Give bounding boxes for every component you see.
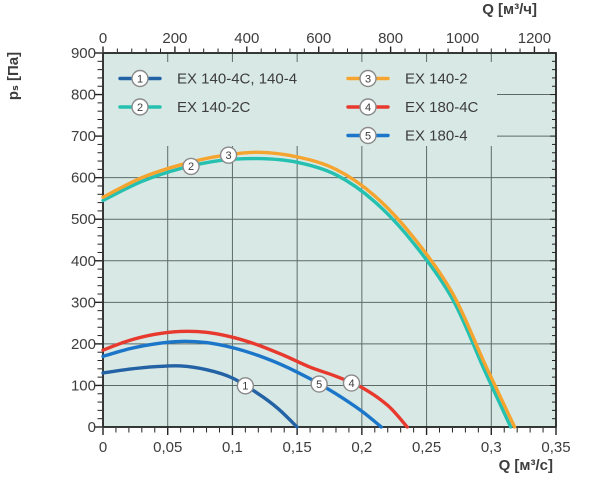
legend-item-3: 3 EX 140-2 [346, 69, 468, 88]
left-tick-label: 900 [71, 45, 96, 62]
svg-text:3: 3 [225, 150, 231, 162]
legend-label-4: EX 180-4C [405, 99, 479, 116]
legend: 1 EX 140-4C, 140-4 2 EX 140-2C 3 EX 140-2 4 EX … [118, 69, 479, 145]
curve-ex-140-4c-140-4 [101, 364, 299, 429]
left-axis-title: pₛ [Па] [5, 51, 22, 101]
top-tick-label: 1200 [518, 30, 551, 47]
top-tick-label: 400 [234, 30, 259, 47]
top-tick-label: 600 [306, 30, 331, 47]
curve-marker-3: 3 [219, 146, 238, 164]
bottom-tick-label: 0 [99, 439, 107, 456]
left-tick-label: 700 [71, 128, 96, 145]
top-tick-label: 200 [162, 30, 187, 47]
left-tick-label: 300 [71, 294, 96, 311]
legend-badge-5 [359, 126, 377, 145]
curve-marker-2: 2 [182, 157, 200, 176]
left-tick-label: 200 [71, 336, 96, 353]
plot-border [102, 52, 557, 428]
legend-label-3: EX 140-2 [405, 71, 468, 88]
curve-ex-140-2 [101, 150, 517, 429]
legend-badge-1 [131, 69, 149, 88]
bottom-axis-ticks [102, 428, 557, 435]
legend-item-4: 4 EX 180-4C [346, 98, 479, 116]
svg-text:1: 1 [242, 381, 248, 393]
curve-marker-4: 4 [342, 374, 361, 392]
svg-text:5: 5 [316, 379, 322, 391]
left-tick-label: 100 [71, 377, 96, 394]
left-tick-label: 500 [71, 211, 96, 228]
svg-text:2: 2 [188, 161, 194, 173]
left-axis-ticks [94, 52, 102, 428]
svg-text:5: 5 [365, 130, 371, 142]
legend-item-5: 5 EX 180-4 [346, 126, 468, 145]
curve-ex-180-4c [101, 329, 409, 429]
curve-ex-140-2c [101, 156, 513, 429]
top-tick-label: 0 [99, 30, 107, 47]
legend-item-2: 2 EX 140-2C [118, 98, 251, 116]
bottom-tick-label: 0,3 [481, 439, 502, 456]
bottom-tick-label: 0,35 [541, 439, 570, 456]
legend-label-1: EX 140-4C, 140-4 [177, 71, 297, 88]
left-tick-label: 400 [71, 253, 96, 270]
legend-label-2: EX 140-2C [177, 99, 251, 116]
svg-text:3: 3 [365, 73, 371, 85]
legend-badge-4 [359, 98, 377, 116]
left-tick-label: 0 [88, 419, 96, 436]
top-axis-title: Q [м³/ч] [482, 1, 537, 18]
bottom-axis-title: Q [м³/с] [498, 457, 553, 474]
bottom-tick-label: 0,2 [351, 439, 372, 456]
svg-text:2: 2 [137, 102, 143, 114]
svg-text:4: 4 [365, 102, 371, 114]
bottom-tick-label: 0,1 [222, 439, 243, 456]
legend-item-1: 1 EX 140-4C, 140-4 [118, 69, 297, 88]
bottom-tick-label: 0,25 [412, 439, 441, 456]
legend-badge-3 [359, 69, 377, 88]
top-tick-label: 800 [378, 30, 403, 47]
top-tick-label: 1000 [446, 30, 479, 47]
curve-marker-1: 1 [236, 377, 255, 395]
top-axis-ticks [102, 46, 550, 52]
bottom-tick-label: 0,05 [153, 439, 182, 456]
left-tick-label: 800 [71, 87, 96, 104]
legend-badge-2 [131, 98, 149, 116]
legend-label-5: EX 180-4 [405, 128, 468, 145]
svg-text:4: 4 [348, 378, 354, 390]
curve-ex-180-4 [101, 339, 383, 429]
bottom-tick-label: 0,15 [283, 439, 312, 456]
left-tick-label: 600 [71, 170, 96, 187]
legend-panel [104, 62, 497, 146]
curve-marker-5: 5 [310, 375, 328, 393]
svg-text:1: 1 [137, 73, 143, 85]
